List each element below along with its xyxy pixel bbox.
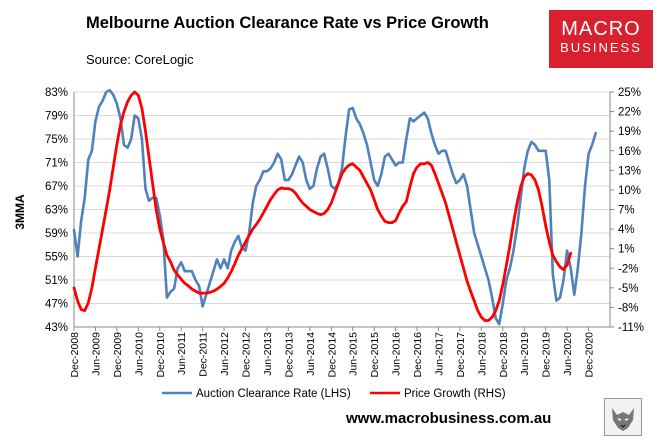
legend: Auction Clearance Rate (LHS) Price Growt… bbox=[162, 388, 506, 400]
y-right-tick-label: 7% bbox=[618, 205, 635, 217]
x-tick-label: Jun-2015 bbox=[348, 332, 360, 376]
x-tick-label: Dec-2011 bbox=[198, 332, 210, 377]
y-right-tick-label: 16% bbox=[618, 146, 641, 158]
x-tick-label: Jun-2019 bbox=[519, 332, 531, 376]
y-right-tick-label: 4% bbox=[618, 224, 635, 236]
source-note: Source: CoreLogic bbox=[86, 52, 194, 67]
x-tick-label: Dec-2012 bbox=[241, 332, 253, 378]
y-left-tick-label: 59% bbox=[45, 228, 68, 240]
x-tick-label: Dec-2010 bbox=[155, 332, 167, 378]
x-tick-label: Dec-2020 bbox=[584, 332, 596, 378]
y-right-tick-label: -8% bbox=[618, 302, 638, 314]
wolf-mascot-icon bbox=[604, 398, 642, 436]
y-left-tick-label: 55% bbox=[45, 252, 68, 264]
chart-title: Melbourne Auction Clearance Rate vs Pric… bbox=[86, 14, 489, 32]
x-tick-label: Dec-2013 bbox=[283, 332, 295, 378]
x-tick-label: Dec-2009 bbox=[112, 332, 124, 378]
y-left-tick-label: 43% bbox=[45, 322, 68, 334]
y-axis-label: 3MMA bbox=[13, 194, 27, 230]
logo-line-2: BUSINESS bbox=[560, 40, 642, 55]
y-left-tick-label: 83% bbox=[45, 87, 68, 99]
x-tick-label: Dec-2008 bbox=[69, 332, 81, 378]
y-right-tick-label: -5% bbox=[618, 283, 638, 295]
x-tick-label: Jun-2017 bbox=[433, 332, 445, 376]
y-right-tick-label: -11% bbox=[618, 322, 644, 334]
y-left-tick-label: 75% bbox=[45, 134, 68, 146]
y-right-tick-label: 10% bbox=[618, 185, 641, 197]
y-left-tick-label: 63% bbox=[45, 205, 68, 217]
macrobusiness-logo: MACRO BUSINESS bbox=[549, 10, 653, 68]
legend-label-growth: Price Growth (RHS) bbox=[404, 388, 506, 400]
y-right-tick-label: 13% bbox=[618, 165, 641, 177]
x-tick-label: Dec-2018 bbox=[498, 332, 510, 378]
line-chart: 43% 47% 51% 55% 59% 63% 67% 71% 75% 79% 83% -11% -8%… bbox=[13, 87, 644, 400]
footer-url: www.macrobusiness.com.au bbox=[346, 410, 552, 427]
x-tick-label: Dec-2017 bbox=[455, 332, 467, 378]
x-tick-label: Dec-2014 bbox=[326, 332, 338, 378]
x-tick-label: Jun-2014 bbox=[305, 332, 317, 376]
y-right-tick-label: 25% bbox=[618, 87, 641, 99]
x-tick-label: Dec-2016 bbox=[412, 332, 424, 378]
y-right-tick-label: 22% bbox=[618, 107, 641, 119]
x-tick-label: Jun-2016 bbox=[391, 332, 403, 376]
y-left-tick-label: 47% bbox=[45, 299, 68, 311]
logo-line-1: MACRO bbox=[561, 18, 641, 40]
x-tick-label: Dec-2019 bbox=[541, 332, 553, 378]
x-tick-label: Jun-2018 bbox=[476, 332, 488, 376]
series-line-price-growth bbox=[72, 90, 573, 322]
x-tick-label: Jun-2011 bbox=[176, 332, 188, 375]
series-line-clearance-rate bbox=[72, 88, 597, 326]
y-left-tick-label: 71% bbox=[45, 158, 68, 170]
x-tick-label: Jun-2009 bbox=[90, 332, 102, 376]
x-tick-label: Jun-2012 bbox=[219, 332, 231, 376]
legend-label-clearance: Auction Clearance Rate (LHS) bbox=[196, 388, 351, 400]
y-left-tick-label: 51% bbox=[45, 275, 68, 287]
x-tick-label: Jun-2013 bbox=[262, 332, 274, 376]
x-tick-label: Jun-2020 bbox=[562, 332, 574, 376]
y-left-tick-label: 67% bbox=[45, 181, 68, 193]
y-right-tick-label: 1% bbox=[618, 244, 635, 256]
y-left-tick-label: 79% bbox=[45, 111, 68, 123]
y-right-tick-label: 19% bbox=[618, 126, 641, 138]
y-right-tick-label: -2% bbox=[618, 263, 638, 275]
x-tick-label: Jun-2010 bbox=[133, 332, 145, 376]
x-tick-label: Dec-2015 bbox=[369, 332, 381, 378]
